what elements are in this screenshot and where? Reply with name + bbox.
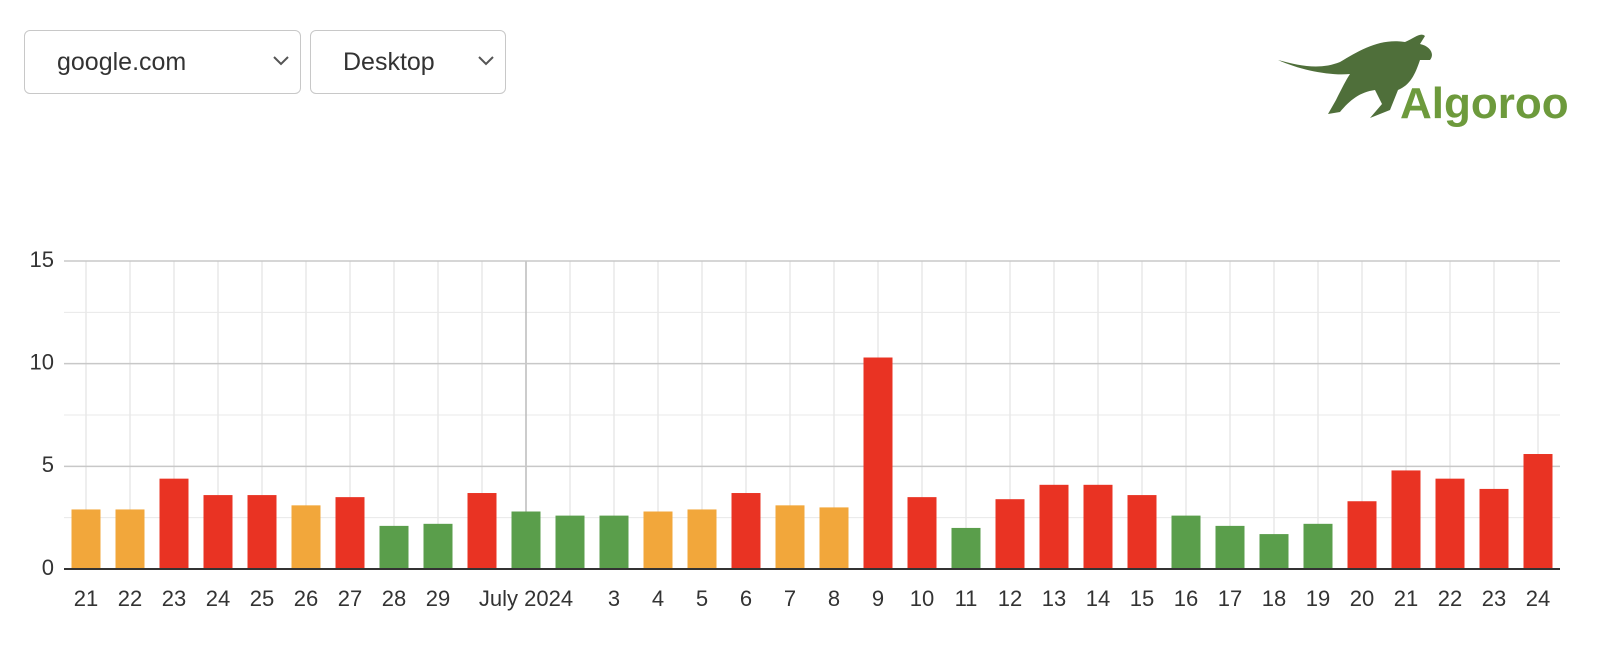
x-tick-label: 12 [998,586,1022,611]
bar [1083,484,1113,569]
x-tick-label: 22 [118,586,142,611]
x-tick-label: 18 [1262,586,1286,611]
bar [643,511,673,569]
bar [1039,484,1069,569]
bar [247,495,277,569]
x-tick-label: 24 [206,586,230,611]
x-tick-label: 27 [338,586,362,611]
bar [1391,470,1421,569]
x-tick-label: 22 [1438,586,1462,611]
chevron [273,56,289,66]
bar [1259,534,1289,569]
bar [1215,525,1245,569]
x-tick-label: 25 [250,586,274,611]
bar [731,493,761,569]
bar [423,523,453,569]
y-tick-label: 10 [30,349,54,374]
chevron [478,56,494,66]
device-dropdown[interactable]: Desktop [310,30,506,94]
x-tick-label: 26 [294,586,318,611]
bar [687,509,717,569]
x-tick-label: 15 [1130,586,1154,611]
x-tick-label: 24 [1526,586,1550,611]
x-tick-label: 20 [1350,586,1374,611]
bar [115,509,145,569]
bar [1523,454,1553,569]
x-tick-label: 16 [1174,586,1198,611]
bar [555,515,585,569]
bar [1303,523,1333,569]
x-tick-label: 21 [1394,586,1418,611]
y-tick-label: 15 [30,247,54,272]
x-tick-label: 29 [426,586,450,611]
bar [995,499,1025,569]
bar [1435,478,1465,569]
bar [819,507,849,569]
x-tick-label: July 2024 [479,586,573,611]
x-tick-label: 28 [382,586,406,611]
x-tick-label: 23 [1482,586,1506,611]
bar [1127,495,1157,569]
bar [599,515,629,569]
x-tick-label: 8 [828,586,840,611]
bar [71,509,101,569]
x-tick-label: 13 [1042,586,1066,611]
x-tick-label: 7 [784,586,796,611]
x-tick-label: 23 [162,586,186,611]
bar [907,497,937,569]
x-tick-label: 5 [696,586,708,611]
y-tick-label: 0 [42,555,54,580]
bar [1347,501,1377,569]
x-tick-label: 10 [910,586,934,611]
x-tick-label: 14 [1086,586,1110,611]
bar [467,493,497,569]
bar [291,505,321,569]
x-tick-label: 9 [872,586,884,611]
bar [951,527,981,569]
logo-text: Algoroo [1400,79,1569,128]
x-tick-label: 4 [652,586,664,611]
x-tick-label: 21 [74,586,98,611]
site-dropdown[interactable]: google.com [24,30,301,94]
device-value: Desktop [343,47,435,76]
bar [775,505,805,569]
bar [203,495,233,569]
logo[interactable]: Algoroo [1270,30,1600,135]
bar [863,357,893,569]
bar [159,478,189,569]
x-tick-label: 3 [608,586,620,611]
kangaroo [1278,34,1432,118]
x-tick-label: 17 [1218,586,1242,611]
x-tick-label: 19 [1306,586,1330,611]
bar [335,497,365,569]
y-tick-label: 5 [42,452,54,477]
x-tick-label: 6 [740,586,752,611]
x-tick-label: 11 [955,586,978,611]
site-value: google.com [57,47,187,76]
bar [1479,488,1509,569]
bar [511,511,541,569]
bar [1171,515,1201,569]
bar [379,525,409,569]
